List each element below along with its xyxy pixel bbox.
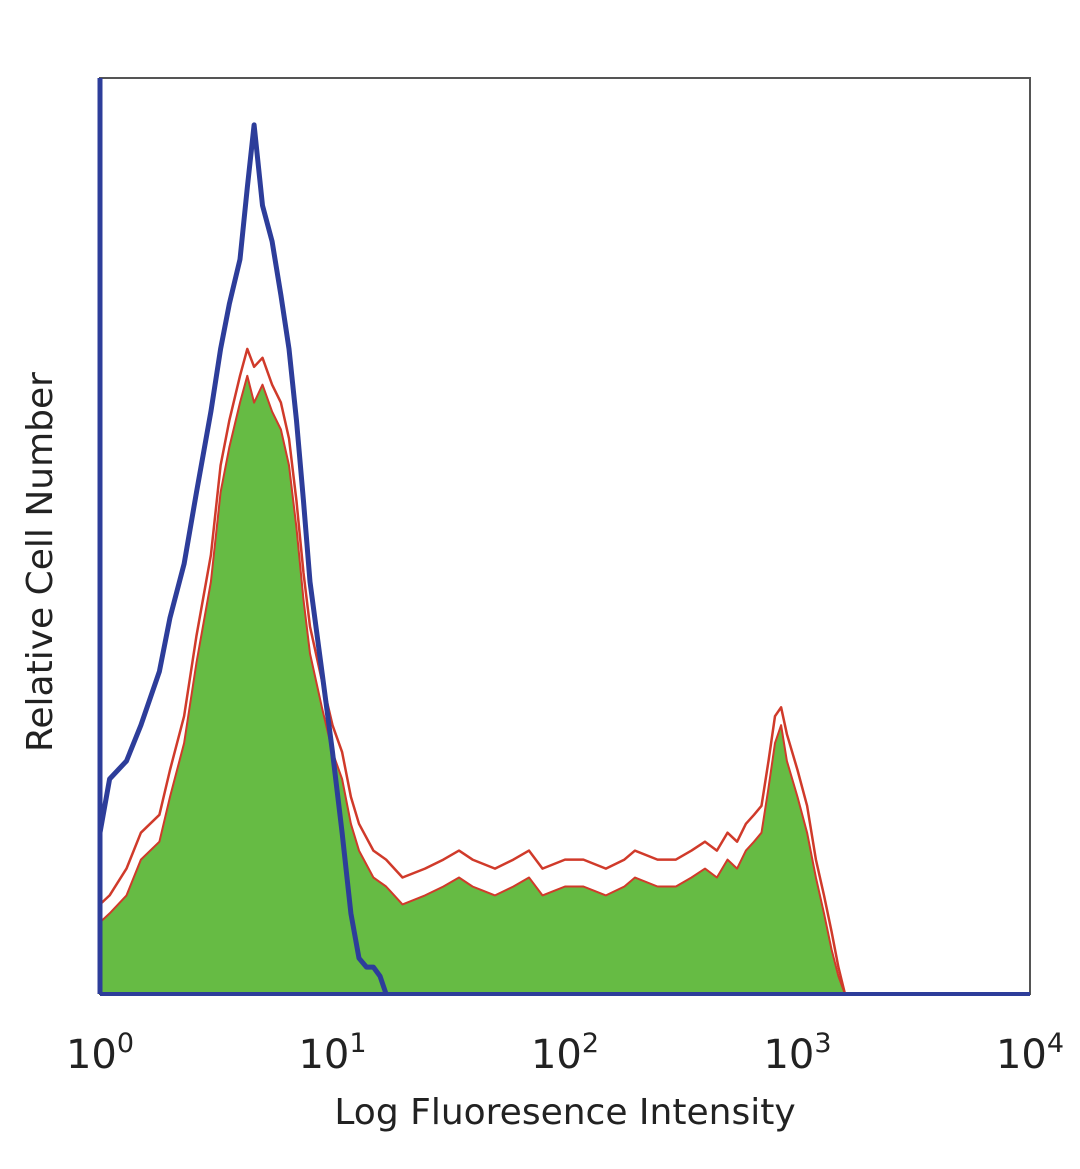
x-tick-base-3: 10 — [763, 1032, 814, 1078]
series-2-outline-histogram — [97, 122, 389, 995]
x-tick-label-2: 102 — [531, 1028, 599, 1078]
x-axis-label: Log Fluoresence Intensity — [334, 1092, 795, 1133]
x-tick-label-4: 104 — [996, 1028, 1064, 1078]
series-layer — [97, 122, 847, 995]
y-axis-label: Relative Cell Number — [20, 372, 61, 752]
x-tick-label-0: 100 — [66, 1028, 134, 1078]
x-tick-base-4: 10 — [996, 1032, 1047, 1078]
x-tick-exp-3: 3 — [814, 1028, 831, 1059]
x-tick-base-0: 10 — [66, 1032, 117, 1078]
series-0-filled-histogram — [99, 374, 846, 995]
series-1-outline-histogram — [99, 347, 847, 995]
x-tick-label-3: 103 — [763, 1028, 831, 1078]
x-tick-exp-2: 2 — [582, 1028, 599, 1059]
x-tick-exp-0: 0 — [117, 1028, 134, 1059]
x-tick-labels: 100 101 102 103 104 — [66, 1028, 1064, 1078]
x-tick-base-1: 10 — [298, 1032, 349, 1078]
x-tick-exp-1: 1 — [349, 1028, 366, 1059]
x-tick-label-1: 101 — [298, 1028, 366, 1078]
x-tick-base-2: 10 — [531, 1032, 582, 1078]
x-tick-exp-4: 4 — [1047, 1028, 1064, 1059]
